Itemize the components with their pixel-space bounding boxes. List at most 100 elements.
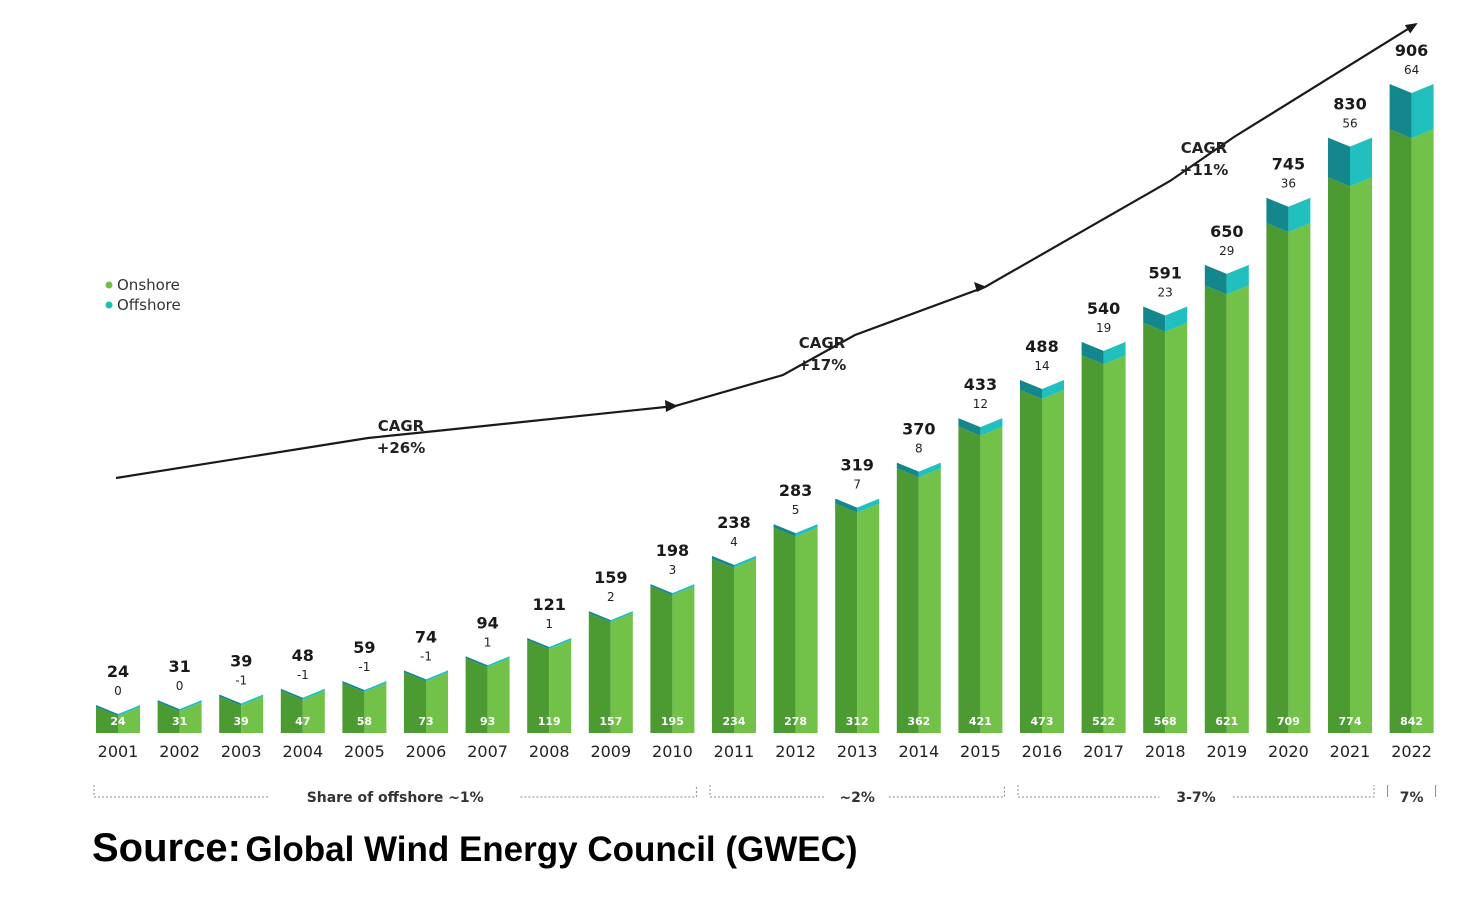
onshore-value-2001: 24	[110, 715, 126, 728]
onshore-bar-left-2003	[219, 696, 242, 733]
bar-2017	[1081, 341, 1126, 733]
onshore-bar-right-2003	[241, 696, 264, 733]
bar-2002	[157, 700, 202, 733]
offshore-bar-left-2019	[1204, 264, 1227, 295]
year-label-2003: 2003	[221, 742, 262, 761]
onshore-value-2002: 31	[172, 715, 187, 728]
legend-onshore-swatch	[105, 281, 113, 289]
onshore-bar-right-2019	[1226, 285, 1249, 733]
onshore-value-2012: 278	[784, 715, 807, 728]
legend-offshore-label: Offshore	[117, 296, 181, 314]
total-value-2012: 283	[779, 481, 812, 500]
bar-2005	[342, 681, 387, 733]
offshore-bar-right-2018	[1165, 306, 1188, 332]
bar-2010	[650, 584, 695, 733]
onshore-bar-right-2002	[179, 702, 202, 733]
onshore-bar-right-2011	[734, 558, 756, 733]
onshore-bar-right-2015	[980, 426, 1003, 733]
onshore-value-2022: 842	[1400, 715, 1423, 728]
onshore-bar-right-2005	[364, 683, 387, 733]
offshore-bar-left-2015	[958, 418, 981, 436]
offshore-bar-left-2002	[157, 700, 180, 712]
offshore-bar-right-2006	[426, 670, 448, 682]
offshore-bar-right-2012	[795, 524, 818, 537]
year-label-2015: 2015	[960, 742, 1001, 761]
offshore-bar-left-2017	[1081, 341, 1104, 365]
onshore-bar-left-2006	[404, 672, 426, 733]
year-label-2010: 2010	[652, 742, 693, 761]
offshore-bar-left-2006	[404, 670, 426, 682]
cagr-layer: CAGR +26% CAGR +17% CAGR +11%	[115, 22, 1418, 480]
year-label-2006: 2006	[406, 742, 447, 761]
offshore-bar-left-2004	[280, 688, 303, 700]
share-bracket-label-1: Share of offshore ~1%	[307, 790, 484, 806]
total-value-2001: 24	[107, 662, 129, 681]
total-value-2020: 745	[1272, 155, 1305, 174]
onshore-bar-right-2018	[1165, 322, 1188, 733]
year-label-2014: 2014	[898, 742, 939, 761]
share-bracket-label-3: 3-7%	[1176, 790, 1215, 806]
offshore-value-2016: 14	[1034, 359, 1049, 373]
offshore-bar-right-2020	[1288, 197, 1311, 233]
onshore-value-2010: 195	[661, 715, 684, 728]
offshore-value-2007: 1	[484, 635, 492, 649]
onshore-bar-right-2004	[302, 690, 325, 733]
share-bracket-label-2: ~2%	[839, 790, 875, 806]
source-caption: Source: Global Wind Energy Council (GWEC…	[92, 826, 858, 871]
year-label-2008: 2008	[529, 742, 570, 761]
onshore-bar-left-2011	[712, 558, 734, 733]
share-brackets: Share of offshore ~1% ~2% 3-7% 7%	[93, 785, 1437, 806]
offshore-bar-right-2002	[179, 700, 202, 712]
share-bracket-left-1	[93, 785, 270, 798]
year-label-2019: 2019	[1206, 742, 1247, 761]
cagr-1-title: CAGR	[378, 417, 425, 435]
onshore-bar-left-2007	[465, 658, 488, 733]
onshore-bar-right-2009	[610, 613, 633, 733]
offshore-bar-left-2009	[588, 611, 611, 623]
offshore-bar-right-2014	[918, 462, 941, 478]
offshore-bar-left-2007	[465, 656, 488, 668]
bar-labels: 24024200131031200239-139200347-148200458…	[98, 41, 1432, 761]
total-value-2004: 48	[292, 646, 314, 665]
legend: Onshore Offshore	[105, 276, 181, 314]
offshore-bar-right-2009	[610, 611, 633, 623]
bar-2014	[896, 462, 941, 733]
offshore-bar-right-2004	[302, 688, 325, 700]
offshore-bar-left-2005	[342, 681, 365, 693]
cagr-3-title: CAGR	[1181, 139, 1228, 157]
bar-2019	[1204, 264, 1249, 733]
offshore-bar-left-2021	[1328, 137, 1350, 187]
year-label-2018: 2018	[1145, 742, 1186, 761]
total-value-2002: 31	[168, 657, 190, 676]
total-value-2017: 540	[1087, 299, 1120, 318]
offshore-bar-left-2018	[1143, 306, 1166, 332]
bar-2006	[404, 670, 448, 733]
share-bracket-right-2	[888, 785, 1005, 798]
total-value-2018: 591	[1148, 264, 1181, 283]
offshore-value-2012: 5	[792, 503, 800, 517]
year-label-2020: 2020	[1268, 742, 1309, 761]
total-value-2009: 159	[594, 568, 627, 587]
onshore-bar-right-2001	[118, 707, 140, 733]
onshore-bar-left-2019	[1204, 285, 1227, 733]
source-name: Global Wind Energy Council (GWEC)	[245, 830, 858, 869]
bar-2020	[1266, 197, 1311, 734]
onshore-value-2017: 522	[1092, 715, 1115, 728]
offshore-bar-left-2012	[773, 524, 796, 537]
bars	[96, 84, 1434, 734]
onshore-bar-right-2007	[487, 658, 510, 733]
cagr-2-title: CAGR	[799, 334, 846, 352]
share-bracket-2: ~2%	[709, 785, 1005, 806]
offshore-bar-right-2008	[549, 637, 572, 649]
onshore-bar-left-2004	[280, 690, 303, 733]
total-value-2015: 433	[964, 375, 997, 394]
offshore-value-2009: 2	[607, 590, 615, 604]
offshore-value-2017: 19	[1096, 321, 1111, 335]
year-label-2017: 2017	[1083, 742, 1124, 761]
bar-2003	[219, 694, 264, 733]
offshore-value-2005: -1	[358, 660, 370, 674]
year-label-2022: 2022	[1391, 742, 1432, 761]
year-label-2013: 2013	[837, 742, 878, 761]
onshore-bar-left-2010	[650, 586, 673, 733]
offshore-value-2021: 56	[1342, 117, 1357, 131]
